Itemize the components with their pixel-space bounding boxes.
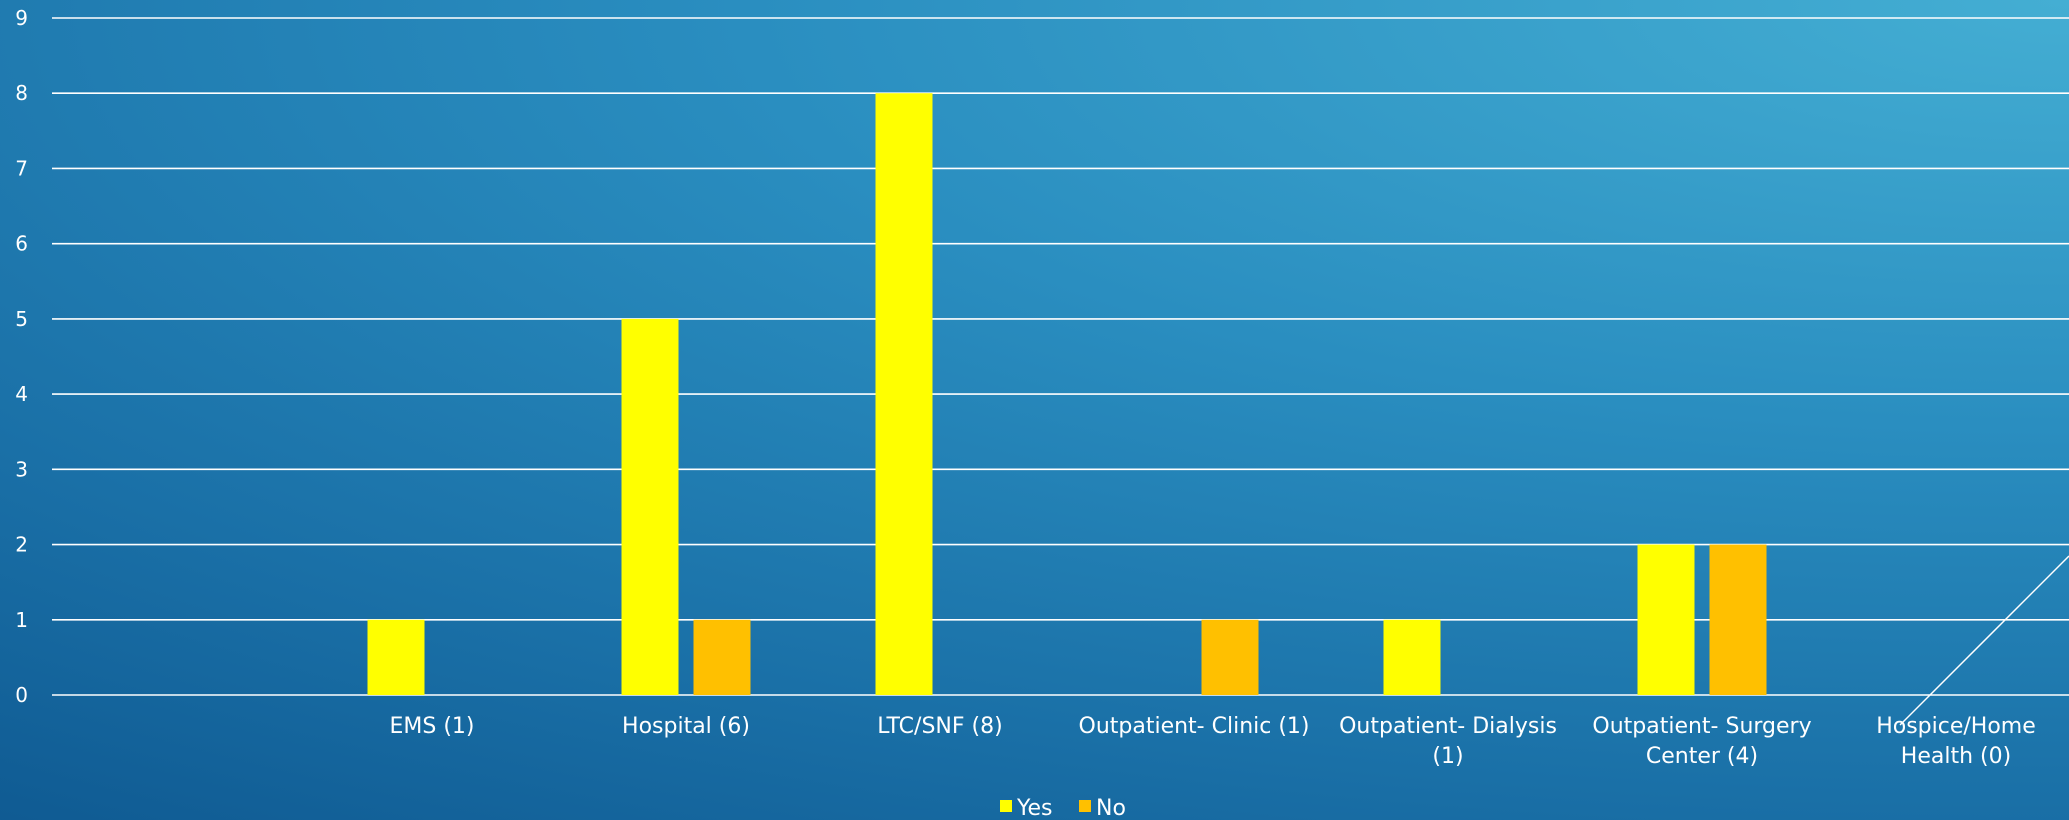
x-tick-label: Outpatient- Surgery xyxy=(1592,714,1811,739)
y-tick-label: 6 xyxy=(15,232,28,256)
bar-no xyxy=(693,619,751,695)
x-tick-label: Outpatient- Dialysis xyxy=(1339,714,1557,739)
decorative-diagonal-line xyxy=(1899,555,2069,726)
x-tick-label: (1) xyxy=(1432,744,1463,769)
x-tick-label: Outpatient- Clinic (1) xyxy=(1079,714,1310,739)
legend-swatch-yes xyxy=(1000,800,1012,812)
y-tick-label: 0 xyxy=(15,683,28,707)
x-tick-label: LTC/SNF (8) xyxy=(877,714,1002,739)
legend-label: Yes xyxy=(1016,796,1053,820)
x-tick-label: Health (0) xyxy=(1901,744,2011,769)
y-tick-label: 7 xyxy=(15,156,28,180)
y-tick-label: 9 xyxy=(15,6,28,30)
bar-no xyxy=(1709,544,1767,695)
y-tick-label: 4 xyxy=(15,382,28,406)
y-tick-label: 3 xyxy=(15,457,28,481)
bar-yes xyxy=(367,619,425,695)
legend-label: No xyxy=(1096,796,1126,820)
y-tick-label: 2 xyxy=(15,533,28,557)
y-tick-label: 8 xyxy=(15,81,28,105)
bar-yes xyxy=(1383,619,1441,695)
legend: Yes No xyxy=(1000,796,1126,820)
bars xyxy=(367,93,1767,695)
legend-swatch-no xyxy=(1079,800,1091,812)
x-tick-label: Center (4) xyxy=(1646,744,1758,769)
x-tick-label: Hospital (6) xyxy=(622,714,750,739)
y-axis-tick-labels: 0 1 2 3 4 5 6 7 8 9 xyxy=(15,6,28,707)
bar-no xyxy=(1201,619,1259,695)
bar-yes xyxy=(1637,544,1695,695)
y-tick-label: 5 xyxy=(15,307,28,331)
x-tick-label: EMS (1) xyxy=(389,714,474,739)
bar-yes xyxy=(875,93,933,695)
bar-yes xyxy=(621,318,679,695)
x-tick-label: Hospice/Home xyxy=(1876,714,2036,739)
x-axis-category-labels: EMS (1) Hospital (6) LTC/SNF (8) Outpatient… xyxy=(389,714,2035,769)
y-tick-label: 1 xyxy=(15,608,28,632)
